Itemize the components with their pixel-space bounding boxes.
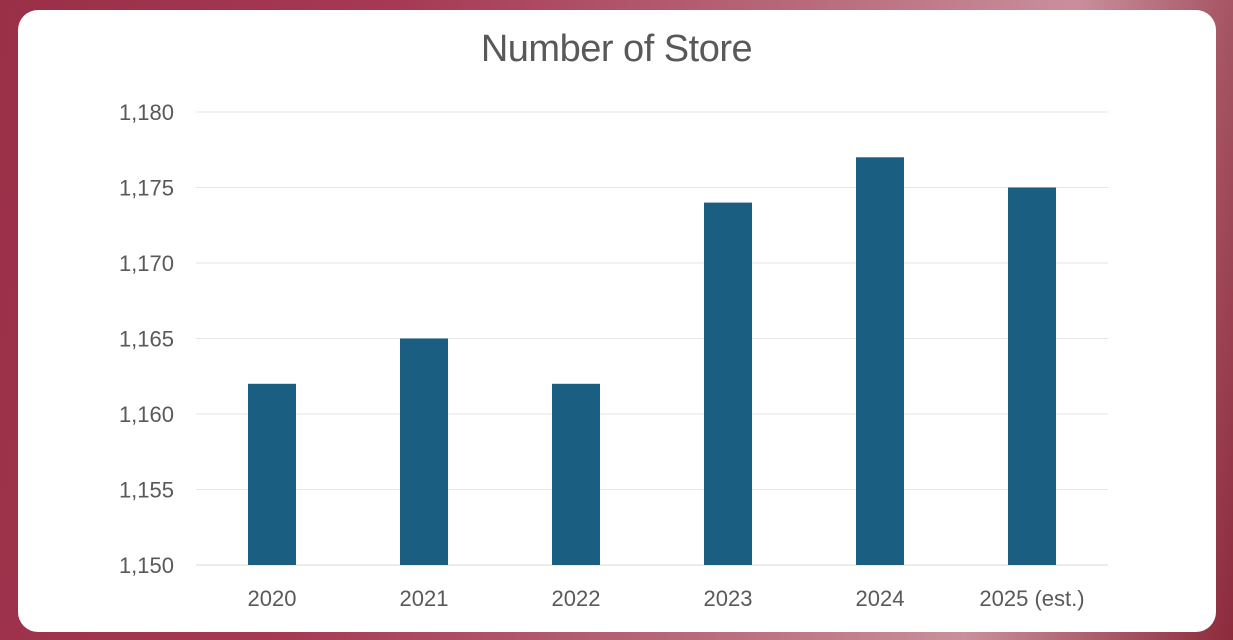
- y-tick-label: 1,175: [119, 176, 174, 201]
- x-tick-label: 2024: [856, 586, 905, 611]
- bar-2020: [248, 383, 296, 565]
- bar-2024: [856, 157, 904, 566]
- x-tick-label: 2025 (est.): [979, 586, 1084, 611]
- bar-2023: [704, 202, 752, 565]
- gridlines: [196, 111, 1108, 566]
- bars: [248, 157, 1056, 566]
- y-tick-label: 1,170: [119, 251, 174, 276]
- y-tick-label: 1,165: [119, 327, 174, 352]
- x-tick-label: 2022: [552, 586, 601, 611]
- x-tick-label: 2021: [400, 586, 449, 611]
- x-axis-tick-labels: 2020 2021 2022 2023 2024 2025 (est.): [248, 586, 1085, 611]
- bar-2025-est: [1008, 187, 1056, 565]
- x-tick-label: 2023: [704, 586, 753, 611]
- bar-2021: [400, 338, 448, 565]
- y-tick-label: 1,155: [119, 478, 174, 503]
- chart-title: Number of Store: [480, 28, 753, 70]
- y-tick-label: 1,150: [119, 553, 174, 578]
- y-tick-label: 1,180: [119, 100, 174, 125]
- y-axis-tick-labels: 1,150 1,155 1,160 1,165 1,170 1,175 1,180: [119, 100, 174, 578]
- y-tick-label: 1,160: [119, 402, 174, 427]
- x-tick-label: 2020: [248, 586, 297, 611]
- bar-2022: [552, 383, 600, 565]
